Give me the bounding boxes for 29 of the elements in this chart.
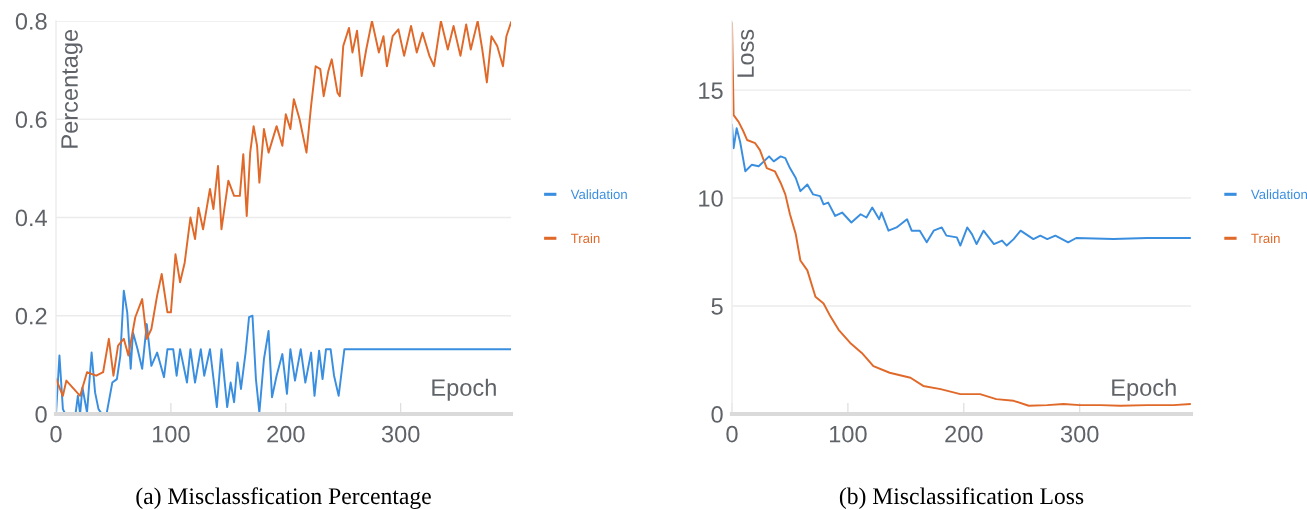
y-tick-label: 0.6 — [15, 111, 47, 129]
legend-label: Validation — [1250, 189, 1307, 200]
text: (a) Misclassfication Percentage — [136, 487, 431, 510]
y-tick-label: 0 — [711, 406, 723, 423]
y-tick-label: 0.8 — [15, 13, 47, 30]
line-series — [56, 289, 511, 414]
y-tick-label: 0.4 — [15, 209, 47, 227]
x-axis-title: Epoch — [1112, 378, 1176, 401]
y-tick-label: 15 — [699, 82, 723, 99]
x-tick-label: 300 — [1060, 425, 1099, 443]
x-tick-label: 300 — [381, 425, 420, 443]
x-tick-label: 200 — [945, 425, 983, 443]
y-tick-label: 5 — [711, 298, 723, 315]
y-axis-title: Percentage — [61, 29, 83, 148]
x-axis-title: Epoch — [432, 378, 496, 401]
y-tick-label: 0.2 — [15, 307, 47, 325]
x-tick-label: 100 — [153, 425, 190, 443]
x-tick-label: 0 — [726, 425, 738, 443]
x-tick-label: 100 — [830, 425, 867, 443]
line-series — [732, 124, 1191, 247]
y-axis-title: Loss — [737, 29, 754, 77]
x-tick-label: 200 — [267, 425, 305, 443]
y-tick-label: 10 — [699, 190, 723, 207]
y-tick-label: 0 — [35, 406, 47, 423]
legend-label: Train — [570, 233, 600, 244]
text: (b) Misclassification Loss — [839, 487, 1084, 509]
legend-label: Train — [1251, 233, 1280, 244]
legend-label: Validation — [570, 189, 627, 200]
x-tick-label: 0 — [50, 425, 62, 443]
